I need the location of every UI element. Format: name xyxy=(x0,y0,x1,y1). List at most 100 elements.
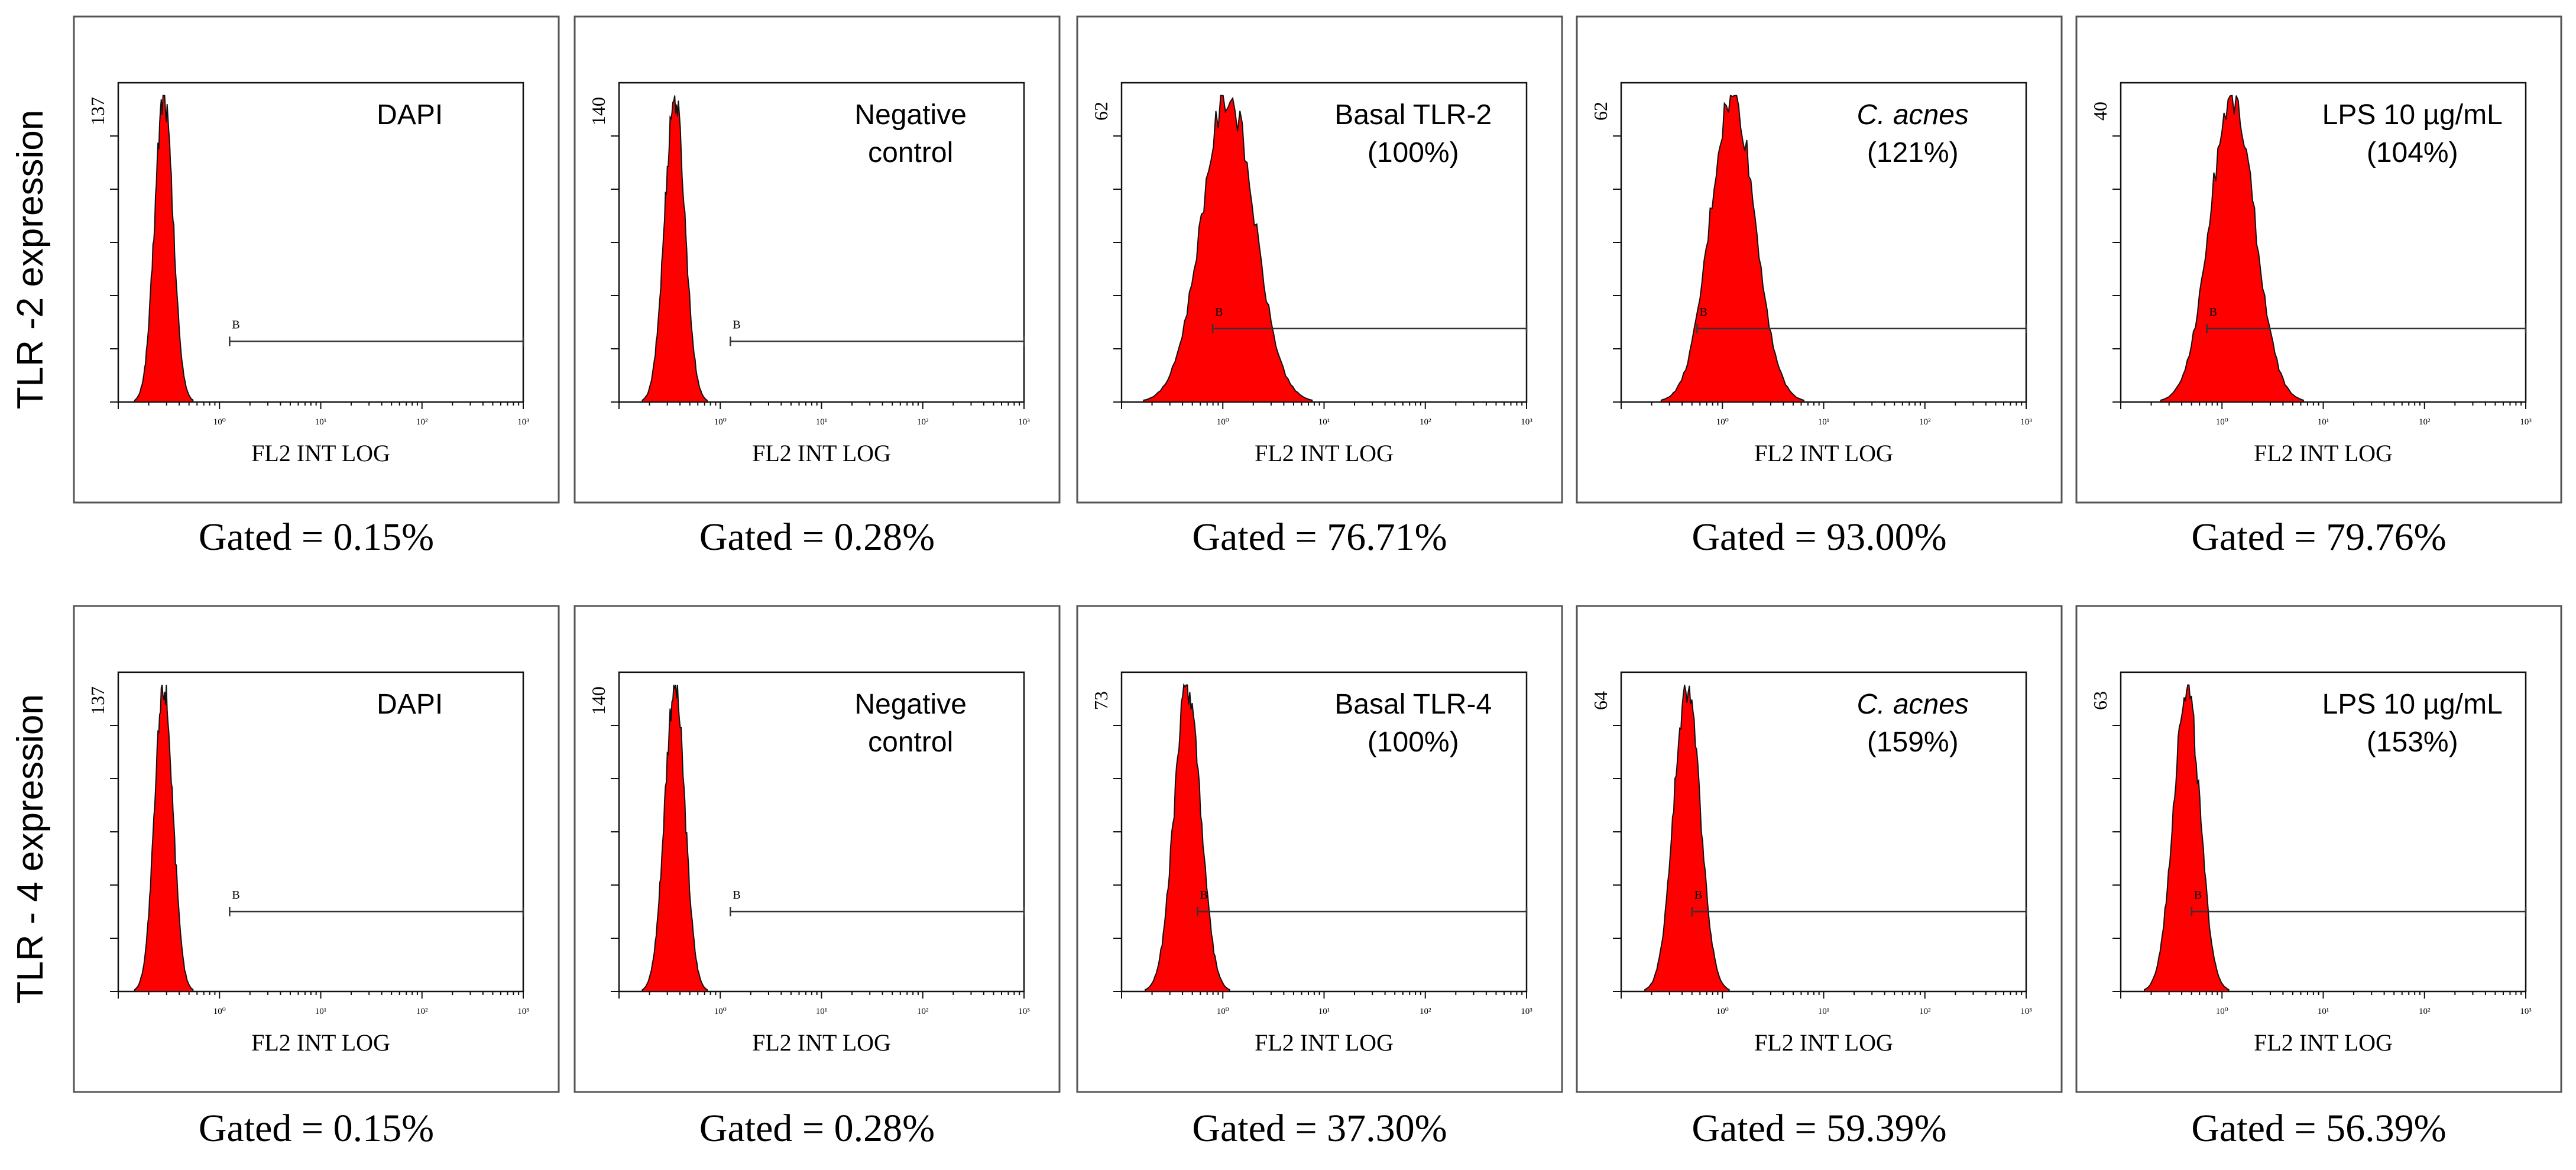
condition-label: DAPI xyxy=(377,689,443,720)
histogram-panel: 64 10⁰ 10¹ 10² 10³ FL2 INT LOG B C. acnes (159%) xyxy=(1576,605,2063,1093)
condition-label: control xyxy=(868,137,953,168)
x-tick-label: 10³ xyxy=(1018,1007,1030,1016)
x-tick-label: 10³ xyxy=(2020,1007,2032,1016)
y-max-label: 40 xyxy=(2089,102,2111,121)
x-tick-label: 10⁰ xyxy=(1716,417,1729,427)
x-tick-label: 10³ xyxy=(2520,1007,2532,1016)
condition-label: LPS 10 µg/mL xyxy=(2322,99,2503,131)
row-label: TLR -2 expression xyxy=(10,110,51,410)
gated-percentage: Gated = 0.15% xyxy=(199,516,434,559)
x-tick-label: 10² xyxy=(917,1007,929,1016)
gate-label: B xyxy=(733,889,740,902)
gate-label: B xyxy=(733,318,740,331)
x-tick-label: 10⁰ xyxy=(2216,417,2228,427)
x-tick-label: 10⁰ xyxy=(1217,1007,1229,1016)
x-tick-label: 10² xyxy=(2419,417,2431,427)
x-tick-label: 10² xyxy=(1420,1007,1431,1016)
x-tick-label: 10² xyxy=(1919,1007,1931,1016)
x-tick-label: 10³ xyxy=(1521,1007,1532,1016)
x-tick-label: 10² xyxy=(1919,417,1931,427)
histogram xyxy=(2144,684,2230,992)
condition-label: Negative xyxy=(854,689,966,720)
x-tick-label: 10¹ xyxy=(315,417,327,427)
row-label: TLR - 4 expression xyxy=(10,694,51,1004)
histogram xyxy=(641,685,708,992)
x-axis-label: FL2 INT LOG xyxy=(2254,1029,2393,1056)
x-tick-label: 10² xyxy=(416,417,428,427)
condition-label: Basal TLR-2 xyxy=(1334,99,1492,131)
x-axis-label: FL2 INT LOG xyxy=(251,1029,390,1056)
condition-label: (121%) xyxy=(1867,137,1959,168)
gated-percentage: Gated = 37.30% xyxy=(1192,1107,1447,1150)
plot-area xyxy=(117,82,524,403)
condition-label: (153%) xyxy=(2367,727,2458,758)
plot-area xyxy=(2120,82,2527,403)
histogram xyxy=(2160,95,2304,403)
plot-area xyxy=(1620,82,2027,403)
y-max-label: 62 xyxy=(1590,102,1611,121)
x-axis-label: FL2 INT LOG xyxy=(251,440,390,466)
histogram-panel: 63 10⁰ 10¹ 10² 10³ FL2 INT LOG B LPS 10 µg/mL (1… xyxy=(2075,605,2562,1093)
y-max-label: 64 xyxy=(1590,691,1611,710)
gate-label: B xyxy=(1699,306,1707,319)
condition-label: (159%) xyxy=(1867,727,1959,758)
x-tick-label: 10¹ xyxy=(2318,1007,2329,1016)
x-tick-label: 10⁰ xyxy=(1716,1007,1729,1016)
y-max-label: 137 xyxy=(87,97,108,125)
gated-percentage: Gated = 0.28% xyxy=(699,516,935,559)
histogram-panel: 140 10⁰ 10¹ 10² 10³ FL2 INT LOG B Negative contr… xyxy=(573,605,1061,1093)
x-tick-label: 10² xyxy=(917,417,929,427)
histogram xyxy=(134,95,194,403)
condition-label: (100%) xyxy=(1368,727,1459,758)
x-tick-label: 10³ xyxy=(2020,417,2032,427)
x-tick-label: 10¹ xyxy=(816,417,828,427)
x-tick-label: 10⁰ xyxy=(2216,1007,2228,1016)
gated-percentage: Gated = 93.00% xyxy=(1692,516,1946,559)
x-tick-label: 10³ xyxy=(1521,417,1532,427)
condition-label: Basal TLR-4 xyxy=(1334,689,1492,720)
gate-label: B xyxy=(1694,889,1702,902)
condition-label: C. acnes xyxy=(1856,99,1968,131)
gated-percentage: Gated = 0.15% xyxy=(199,1107,434,1150)
plot-area xyxy=(117,671,524,993)
histogram-panel: 62 10⁰ 10¹ 10² 10³ FL2 INT LOG B Basal TLR-2 (10… xyxy=(1076,15,1563,504)
x-axis-label: FL2 INT LOG xyxy=(1255,440,1394,466)
x-tick-label: 10⁰ xyxy=(213,417,226,427)
histogram-panel: 62 10⁰ 10¹ 10² 10³ FL2 INT LOG B C. acnes (121%) xyxy=(1576,15,2063,504)
x-tick-label: 10¹ xyxy=(1818,417,1830,427)
x-tick-label: 10¹ xyxy=(2318,417,2329,427)
gate-label: B xyxy=(2209,306,2217,319)
condition-label: (104%) xyxy=(2367,137,2458,168)
x-tick-label: 10¹ xyxy=(816,1007,828,1016)
histogram xyxy=(1644,685,1730,992)
gate-label: B xyxy=(2194,889,2202,902)
x-tick-label: 10¹ xyxy=(1318,417,1330,427)
histogram-panel: 40 10⁰ 10¹ 10² 10³ FL2 INT LOG B LPS 10 µg/mL (1… xyxy=(2075,15,2562,504)
condition-label: Negative xyxy=(854,99,966,131)
x-tick-label: 10¹ xyxy=(1318,1007,1330,1016)
gated-percentage: Gated = 76.71% xyxy=(1192,516,1447,559)
y-max-label: 140 xyxy=(588,97,609,125)
x-axis-label: FL2 INT LOG xyxy=(1255,1029,1394,1056)
condition-label: (100%) xyxy=(1368,137,1459,168)
x-tick-label: 10⁰ xyxy=(714,1007,727,1016)
x-tick-label: 10² xyxy=(416,1007,428,1016)
histogram-panel: 137 10⁰ 10¹ 10² 10³ FL2 INT LOG B DAPI xyxy=(73,15,560,504)
gated-percentage: Gated = 59.39% xyxy=(1692,1107,1946,1150)
x-tick-label: 10² xyxy=(2419,1007,2431,1016)
gated-percentage: Gated = 0.28% xyxy=(699,1107,935,1150)
x-axis-label: FL2 INT LOG xyxy=(2254,440,2393,466)
x-tick-label: 10⁰ xyxy=(714,417,727,427)
x-tick-label: 10¹ xyxy=(1818,1007,1830,1016)
x-tick-label: 10¹ xyxy=(315,1007,327,1016)
x-tick-label: 10⁰ xyxy=(1217,417,1229,427)
x-axis-label: FL2 INT LOG xyxy=(1754,440,1893,466)
gate-label: B xyxy=(1215,306,1223,319)
y-max-label: 62 xyxy=(1090,102,1112,121)
y-max-label: 63 xyxy=(2089,691,2111,710)
condition-label: DAPI xyxy=(377,99,443,131)
x-axis-label: FL2 INT LOG xyxy=(752,440,891,466)
gated-percentage: Gated = 79.76% xyxy=(2191,516,2446,559)
y-max-label: 73 xyxy=(1090,691,1112,710)
